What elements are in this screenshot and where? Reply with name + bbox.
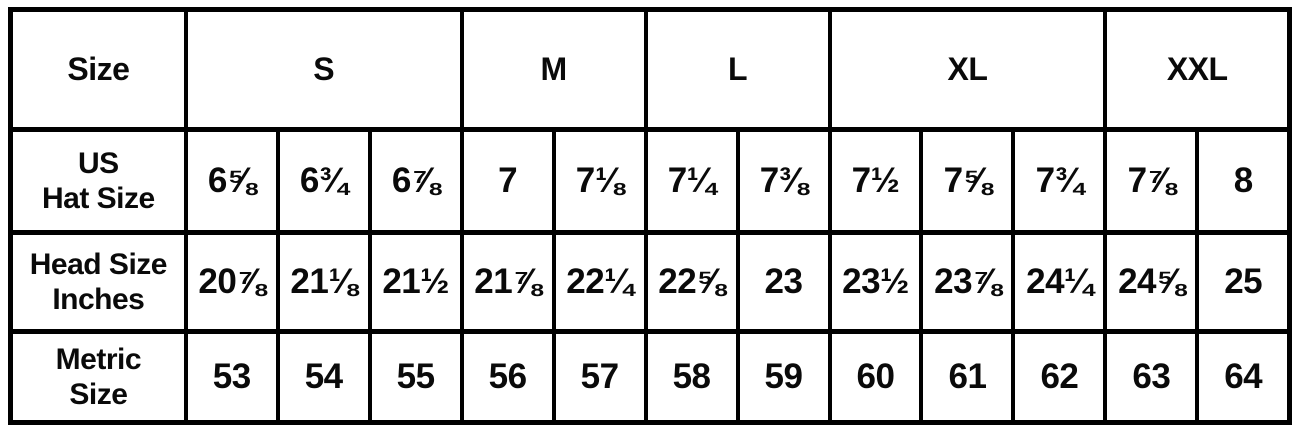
head-size-inches-value: 22¼: [551, 230, 648, 335]
hat-size-table: Size S M L XL XXL US Hat Size 6⅝ 6¾ 6⅞ 7…: [8, 7, 1292, 425]
us-hat-size-value: 7¼: [643, 126, 740, 236]
size-group-header-xl: XL: [827, 7, 1108, 132]
metric-size-value: 57: [551, 329, 648, 425]
metric-size-value: 53: [183, 329, 280, 425]
us-hat-size-value: 6⅝: [183, 126, 280, 236]
metric-size-value: 56: [459, 329, 556, 425]
us-hat-size-value: 6⅞: [367, 126, 464, 236]
size-group-header-m: M: [459, 7, 648, 132]
metric-size-value: 54: [275, 329, 372, 425]
head-size-inches-value: 23: [735, 230, 832, 335]
size-group-row: Size S M L XL XXL: [8, 7, 1292, 132]
us-hat-size-row: US Hat Size 6⅝ 6¾ 6⅞ 7 7⅛ 7¼ 7⅜ 7½ 7⅝ 7¾…: [8, 126, 1292, 236]
size-group-header-s: S: [183, 7, 464, 132]
size-group-header-l: L: [643, 7, 832, 132]
head-size-inches-value: 20⅞: [183, 230, 280, 335]
us-hat-size-value: 7¾: [1011, 126, 1108, 236]
metric-size-value: 62: [1011, 329, 1108, 425]
head-size-inches-value: 21⅞: [459, 230, 556, 335]
metric-size-row: Metric Size 53 54 55 56 57 58 59 60 61 6…: [8, 329, 1292, 425]
head-size-inches-row: Head Size Inches 20⅞ 21⅛ 21½ 21⅞ 22¼ 22⅝…: [8, 230, 1292, 335]
head-size-inches-value: 23⅞: [919, 230, 1016, 335]
metric-size-value: 61: [919, 329, 1016, 425]
row-label-head-size-inches: Head Size Inches: [8, 230, 188, 335]
us-hat-size-value: 7½: [827, 126, 924, 236]
size-group-header-xxl: XXL: [1103, 7, 1292, 132]
head-size-inches-value: 23½: [827, 230, 924, 335]
us-hat-size-value: 7⅝: [919, 126, 1016, 236]
head-size-inches-value: 22⅝: [643, 230, 740, 335]
corner-header-size: Size: [8, 7, 188, 132]
metric-size-value: 63: [1103, 329, 1200, 425]
metric-size-value: 59: [735, 329, 832, 425]
metric-size-value: 64: [1195, 329, 1292, 425]
row-label-metric-size: Metric Size: [8, 329, 188, 425]
head-size-inches-value: 24⅝: [1103, 230, 1200, 335]
us-hat-size-value: 7⅞: [1103, 126, 1200, 236]
us-hat-size-value: 6¾: [275, 126, 372, 236]
hat-size-chart: Size S M L XL XXL US Hat Size 6⅝ 6¾ 6⅞ 7…: [8, 7, 1292, 425]
metric-size-value: 55: [367, 329, 464, 425]
head-size-inches-value: 24¼: [1011, 230, 1108, 335]
metric-size-value: 60: [827, 329, 924, 425]
head-size-inches-value: 21⅛: [275, 230, 372, 335]
us-hat-size-value: 7: [459, 126, 556, 236]
us-hat-size-value: 7⅜: [735, 126, 832, 236]
head-size-inches-value: 25: [1195, 230, 1292, 335]
us-hat-size-value: 8: [1195, 126, 1292, 236]
metric-size-value: 58: [643, 329, 740, 425]
head-size-inches-value: 21½: [367, 230, 464, 335]
us-hat-size-value: 7⅛: [551, 126, 648, 236]
row-label-us-hat-size: US Hat Size: [8, 126, 188, 236]
